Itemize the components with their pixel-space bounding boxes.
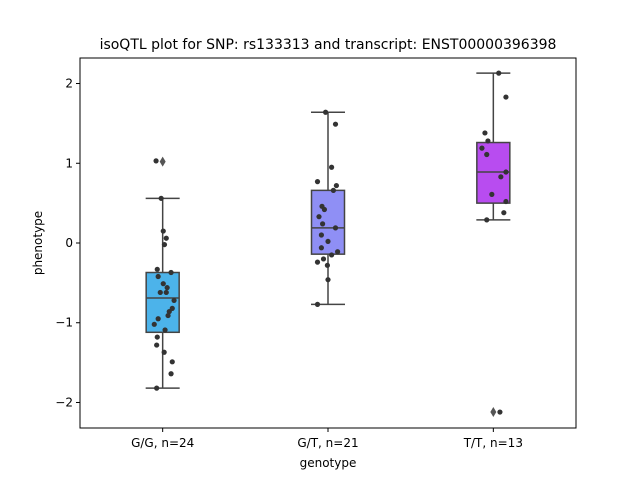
box-group (145, 156, 180, 391)
y-tick-label: −2 (55, 395, 73, 409)
data-point (332, 225, 339, 231)
data-point (335, 249, 341, 255)
data-point (485, 138, 491, 144)
data-point (479, 145, 485, 151)
data-point (314, 178, 321, 185)
data-point (163, 289, 169, 296)
data-point (161, 349, 167, 355)
y-axis-label: phenotype (31, 211, 45, 275)
data-point (162, 327, 168, 333)
data-point (160, 281, 166, 287)
x-axis: G/G, n=24 G/T, n=21 T/T, n=13 (131, 428, 523, 450)
data-point (484, 217, 490, 223)
data-point (484, 151, 490, 158)
y-tick-label: 2 (65, 77, 73, 91)
data-point (154, 266, 160, 272)
x-tick-label: G/T, n=21 (297, 436, 358, 450)
data-point (164, 285, 170, 291)
data-point (154, 334, 160, 340)
data-point (503, 169, 509, 175)
data-point (171, 297, 177, 304)
data-point (489, 191, 495, 197)
y-tick-label: −1 (55, 316, 73, 330)
data-point (329, 164, 335, 170)
data-point (169, 359, 175, 365)
data-point (155, 316, 161, 322)
data-point (482, 130, 488, 136)
data-point (314, 301, 321, 308)
data-point (153, 158, 159, 164)
data-point (151, 321, 157, 327)
data-point (160, 228, 166, 234)
data-point (323, 109, 329, 115)
data-point (321, 206, 327, 213)
data-point (503, 198, 509, 205)
data-point (154, 342, 160, 348)
data-point (168, 269, 174, 276)
plot-area (145, 70, 511, 418)
data-point (496, 70, 502, 76)
x-tick-label: T/T, n=13 (463, 436, 523, 450)
data-point (158, 195, 164, 201)
data-point (163, 235, 169, 241)
chart-title: isoQTL plot for SNP: rs133313 and transc… (100, 37, 557, 53)
data-point (320, 256, 327, 262)
x-axis-label: genotype (300, 456, 357, 470)
data-point (318, 232, 324, 238)
data-point (503, 94, 509, 100)
data-point (330, 187, 336, 193)
data-point (154, 385, 160, 391)
y-axis: −2 −1 0 1 2 (55, 77, 80, 409)
data-point (168, 371, 174, 377)
y-tick-label: 0 (65, 236, 73, 250)
outlier-marker (159, 156, 166, 167)
data-point (497, 409, 503, 415)
data-point (320, 221, 326, 227)
data-point (501, 210, 507, 216)
data-point (165, 312, 171, 319)
data-point (316, 214, 322, 220)
data-point (329, 252, 335, 258)
data-point (314, 259, 321, 265)
data-point (161, 241, 168, 248)
data-point (157, 289, 163, 296)
data-point (318, 245, 324, 251)
outlier-marker (490, 407, 497, 418)
data-point (333, 182, 339, 189)
data-point (498, 174, 504, 180)
x-tick-label: G/G, n=24 (131, 436, 194, 450)
iqr-box (310, 189, 346, 255)
data-point (155, 273, 161, 280)
data-point (325, 238, 331, 245)
data-point (324, 262, 330, 268)
data-point (166, 308, 172, 315)
y-tick-label: 1 (65, 156, 73, 170)
data-point (325, 277, 331, 283)
box-group (476, 70, 511, 418)
data-point (332, 121, 339, 127)
box-group (310, 109, 346, 308)
